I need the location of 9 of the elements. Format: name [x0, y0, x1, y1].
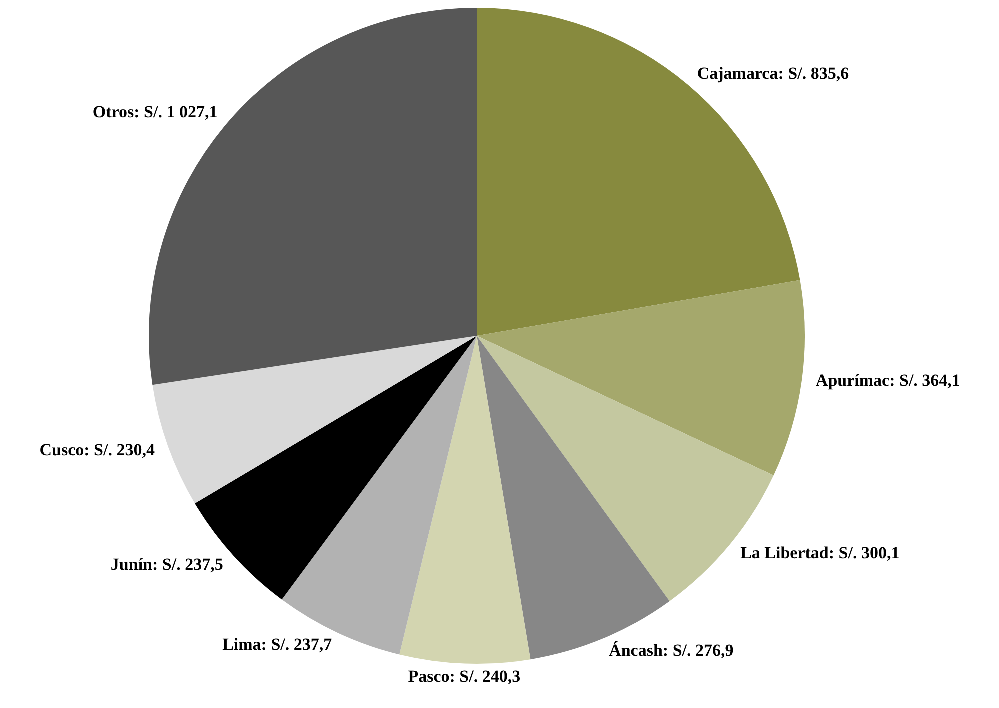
slice-label: Lima: S/. 237,7 — [222, 635, 333, 654]
slice-label: Otros: S/. 1 027,1 — [92, 102, 218, 122]
slice-label: Apurímac: S/. 364,1 — [816, 371, 960, 390]
slice-label: Cusco: S/. 230,4 — [40, 440, 156, 460]
slice-label: Pasco: S/. 240,3 — [408, 667, 521, 686]
slice-label: Cajamarca: S/. 835,6 — [697, 64, 850, 83]
slice-label: Áncash: S/. 276,9 — [609, 640, 734, 660]
slice-label: La Libertad: S/. 300,1 — [740, 543, 900, 562]
slice-label: Junín: S/. 237,5 — [110, 554, 224, 574]
